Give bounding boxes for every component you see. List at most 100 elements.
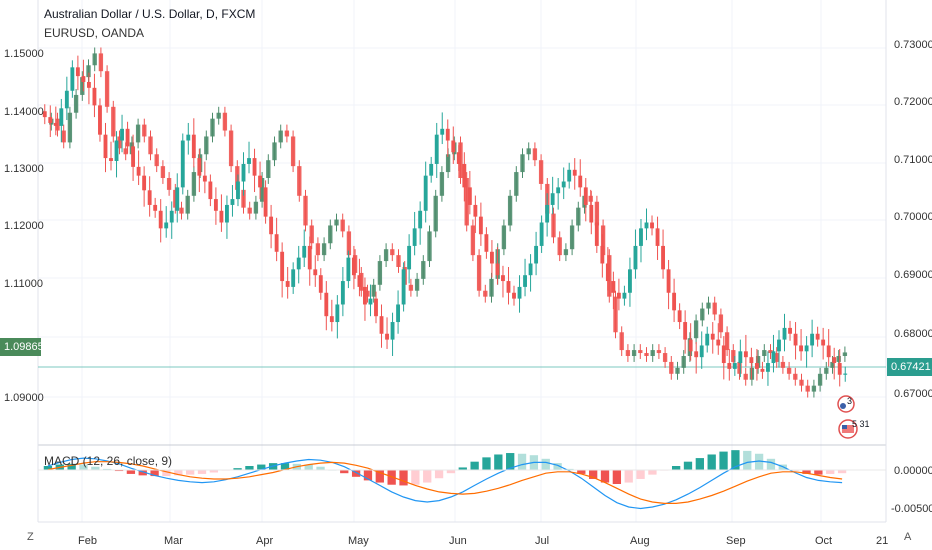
histogram-bar (399, 469, 408, 486)
overlay-body (284, 130, 290, 137)
candle-body (804, 345, 809, 352)
histogram-bar (446, 469, 456, 474)
candle-body (539, 222, 544, 246)
histogram-bar (245, 466, 254, 470)
overlay-body (73, 94, 79, 113)
overlay-body (61, 130, 66, 143)
overlay-body (557, 237, 562, 256)
candle-body (274, 234, 279, 252)
candle-body (280, 251, 285, 282)
candle-body (208, 181, 213, 200)
overlay-body (706, 302, 711, 309)
overlay-body (371, 284, 376, 297)
candle-body (749, 357, 754, 364)
histogram-bar (707, 454, 716, 470)
histogram-bar (91, 466, 100, 470)
candle-body (169, 210, 174, 223)
overlay-body (117, 136, 122, 149)
overlay-body (669, 361, 674, 374)
candle-body (407, 245, 412, 270)
candle-body (710, 333, 715, 340)
histogram-bar (541, 458, 550, 470)
candle-body (396, 304, 401, 323)
left-price-tag: 1.09865 (0, 338, 44, 356)
overlay-body (576, 207, 581, 226)
overlay-body (737, 361, 742, 374)
candle-body (269, 216, 274, 235)
candle-body (506, 281, 511, 293)
overlay-body (179, 207, 184, 214)
candle-body (528, 263, 533, 276)
candle-body (357, 275, 362, 287)
event-badge-flag[interactable]: 5 31 (838, 419, 870, 439)
macd-indicator-label[interactable]: MACD (12, 26, close, 9) (44, 454, 173, 468)
candle-body (346, 257, 351, 282)
zoom-mode-button[interactable]: Z (27, 531, 34, 543)
candle-body (440, 128, 445, 135)
overlay-body (712, 302, 717, 315)
histogram-bar (316, 466, 325, 470)
candle-body (699, 345, 704, 358)
overlay-body (185, 195, 190, 214)
candle-body (213, 199, 218, 211)
auto-scale-button[interactable]: A (904, 531, 912, 543)
histogram-bar (423, 469, 432, 483)
candle-body (92, 87, 97, 106)
candle-body (423, 175, 428, 211)
candle-body (318, 275, 323, 293)
overlay-body (142, 124, 147, 137)
overlay-body (421, 261, 426, 279)
overlay-body (191, 172, 197, 196)
overlay-body (817, 373, 823, 386)
overlay-body (762, 350, 767, 356)
overlay-body (272, 142, 277, 161)
candle-body (605, 263, 610, 282)
signal-line (47, 461, 843, 504)
candle-body (556, 187, 561, 194)
candle-body (418, 210, 423, 229)
macd-axis: 0.00000 -0.00500 (891, 465, 932, 515)
candle-body (230, 199, 235, 205)
candle-body (379, 316, 384, 334)
histogram-bar (411, 469, 420, 485)
histogram-bar (636, 469, 645, 479)
overlay-body (235, 166, 240, 190)
eurusd-overlay-series (49, 47, 848, 398)
candle-body (202, 175, 207, 182)
overlay-body (842, 352, 848, 356)
histogram-bar (280, 463, 290, 470)
event-badge-count: 3 (847, 396, 852, 406)
candle-body (42, 111, 47, 118)
candle-body (512, 292, 516, 299)
right-tick: 0.71000 (894, 154, 932, 166)
candle-body (247, 158, 251, 164)
overlay-body (563, 249, 569, 256)
overlay-body (334, 219, 339, 226)
overlay-body (526, 148, 531, 155)
candle-body (578, 175, 583, 188)
candle-body (489, 251, 494, 264)
candle-body (120, 128, 124, 141)
candle-body (545, 204, 550, 223)
candle-body (799, 345, 804, 352)
overlay-body (749, 367, 755, 380)
candle-body (296, 257, 301, 270)
candle-body (131, 146, 136, 167)
candle-body (484, 234, 489, 252)
audusd-candles (42, 55, 848, 387)
histogram-bar (517, 453, 527, 470)
candle-body (594, 222, 599, 246)
candle-body (462, 163, 467, 188)
histogram-bar (814, 469, 823, 475)
overlay-body (340, 219, 345, 232)
candle-body (75, 67, 80, 77)
candle-body (307, 245, 312, 270)
overlay-body (514, 172, 519, 196)
histogram-bar (67, 463, 76, 470)
event-badge-dividend[interactable]: 3 (837, 395, 855, 413)
histogram-bar (257, 464, 266, 470)
candle-body (186, 134, 191, 141)
candle-body (285, 281, 290, 287)
candle-body (434, 134, 439, 164)
